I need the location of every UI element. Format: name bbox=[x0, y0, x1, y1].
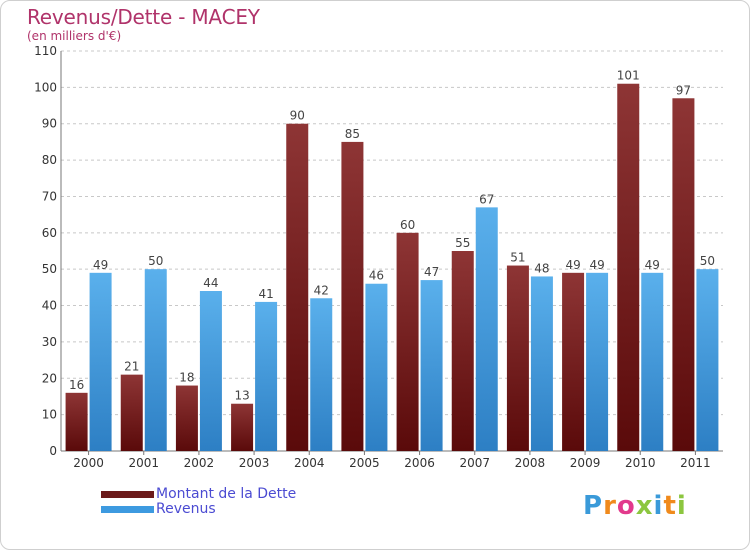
data-label: 50 bbox=[700, 254, 715, 268]
x-tick-label: 2007 bbox=[459, 456, 490, 470]
bar-revenus bbox=[420, 280, 443, 451]
y-tick-label: 100 bbox=[34, 80, 57, 94]
data-label: 49 bbox=[93, 258, 108, 272]
bar-revenus bbox=[255, 301, 278, 451]
data-label: 42 bbox=[314, 283, 329, 297]
bar-revenus bbox=[475, 207, 498, 451]
y-tick-label: 90 bbox=[42, 117, 57, 131]
data-label: 48 bbox=[534, 261, 549, 275]
x-tick-label: 2000 bbox=[73, 456, 104, 470]
bar-dette bbox=[286, 123, 309, 452]
y-tick-label: 10 bbox=[42, 408, 57, 422]
chart-subtitle: (en milliers d'€) bbox=[27, 29, 122, 43]
bar-revenus bbox=[310, 298, 333, 451]
y-tick-label: 110 bbox=[34, 44, 57, 58]
logo-letter: i bbox=[676, 491, 687, 521]
data-label: 47 bbox=[424, 265, 439, 279]
bar-dette bbox=[396, 232, 419, 451]
bar-revenus bbox=[641, 272, 664, 451]
legend-swatch-revenus bbox=[101, 506, 154, 513]
y-tick-label: 30 bbox=[42, 335, 57, 349]
chart-title: Revenus/Dette - MACEY bbox=[27, 5, 260, 29]
data-label: 18 bbox=[179, 371, 194, 385]
logo-letter: P bbox=[583, 491, 604, 521]
x-tick-label: 2010 bbox=[625, 456, 656, 470]
x-tick-label: 2001 bbox=[128, 456, 159, 470]
data-label: 60 bbox=[400, 218, 415, 232]
data-label: 50 bbox=[148, 254, 163, 268]
data-label: 44 bbox=[203, 276, 218, 290]
x-tick-label: 2009 bbox=[570, 456, 601, 470]
proxiti-logo: Proxiti bbox=[583, 491, 687, 521]
bar-dette bbox=[65, 392, 88, 451]
data-label: 41 bbox=[258, 287, 273, 301]
x-tick-label: 2006 bbox=[404, 456, 435, 470]
bar-dette bbox=[120, 374, 143, 451]
x-tick-label: 2002 bbox=[184, 456, 215, 470]
y-tick-label: 20 bbox=[42, 371, 57, 385]
bar-dette bbox=[451, 251, 474, 451]
bar-dette bbox=[672, 98, 695, 451]
y-tick-label: 0 bbox=[49, 444, 57, 458]
bar-revenus bbox=[696, 269, 719, 451]
data-label: 67 bbox=[479, 192, 494, 206]
data-label: 101 bbox=[617, 69, 640, 83]
data-label: 51 bbox=[510, 251, 525, 265]
bar-revenus bbox=[199, 291, 222, 451]
data-label: 21 bbox=[124, 360, 139, 374]
x-tick-label: 2004 bbox=[294, 456, 325, 470]
data-label: 97 bbox=[676, 83, 691, 97]
x-tick-label: 2005 bbox=[349, 456, 380, 470]
legend-swatch-dette bbox=[101, 491, 154, 498]
logo-letter: r bbox=[603, 491, 617, 521]
data-label: 49 bbox=[645, 258, 660, 272]
legend-label-revenus: Revenus bbox=[156, 501, 216, 517]
logo-letter: x bbox=[635, 491, 654, 521]
x-tick-label: 2011 bbox=[680, 456, 711, 470]
bar-dette bbox=[617, 83, 640, 452]
data-label: 13 bbox=[234, 389, 249, 403]
y-tick-label: 80 bbox=[42, 153, 57, 167]
bar-revenus bbox=[530, 276, 553, 451]
x-tick-label: 2008 bbox=[515, 456, 546, 470]
bar-dette bbox=[175, 385, 198, 451]
logo-letter: o bbox=[616, 491, 636, 521]
bar-dette bbox=[506, 265, 529, 451]
data-label: 46 bbox=[369, 269, 384, 283]
bar-dette bbox=[231, 403, 254, 451]
bar-dette bbox=[562, 272, 585, 451]
data-label: 85 bbox=[345, 127, 360, 141]
data-label: 55 bbox=[455, 236, 470, 250]
bar-dette bbox=[341, 141, 364, 451]
y-tick-label: 50 bbox=[42, 262, 57, 276]
y-tick-label: 70 bbox=[42, 189, 57, 203]
y-tick-label: 40 bbox=[42, 299, 57, 313]
legend-label-dette: Montant de la Dette bbox=[156, 486, 297, 502]
bar-revenus bbox=[365, 283, 388, 451]
data-label: 90 bbox=[290, 109, 305, 123]
y-tick-label: 60 bbox=[42, 226, 57, 240]
bar-revenus bbox=[586, 272, 609, 451]
bar-revenus bbox=[144, 269, 167, 451]
data-label: 16 bbox=[69, 378, 84, 392]
data-label: 49 bbox=[565, 258, 580, 272]
logo-letter: t bbox=[663, 491, 677, 521]
logo-letter: i bbox=[653, 491, 664, 521]
x-tick-label: 2003 bbox=[239, 456, 270, 470]
data-label: 49 bbox=[589, 258, 604, 272]
bar-revenus bbox=[89, 272, 112, 451]
